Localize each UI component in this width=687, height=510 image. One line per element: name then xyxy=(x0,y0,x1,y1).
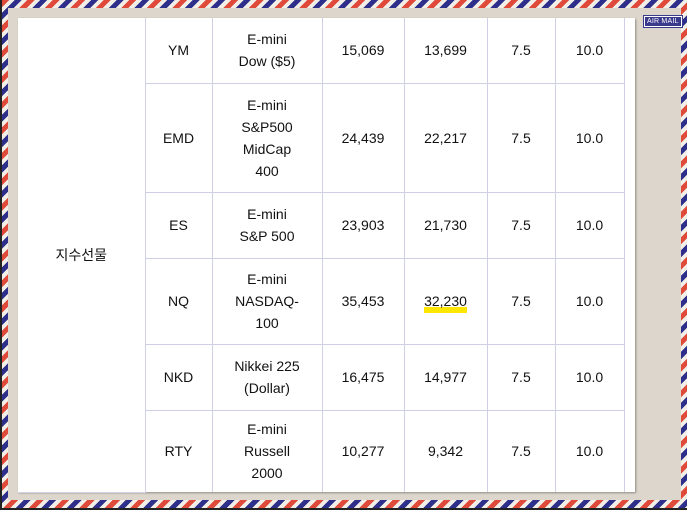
value-2-cell: 13,699 xyxy=(403,18,488,84)
table-row: ES E-mini S&P 500 23,903 21,730 7.5 10.0 xyxy=(18,191,625,259)
table-row: EMD E-mini S&P500 MidCap 400 24,439 22,217 7.5 1… xyxy=(18,82,625,193)
product-name-line: 400 xyxy=(255,162,279,179)
value-4: 10.0 xyxy=(575,42,604,59)
value-2-highlighted: 32,230 xyxy=(424,293,467,313)
value-2: 9,342 xyxy=(427,443,464,460)
value-2-cell: 14,977 xyxy=(403,343,488,411)
value-2: 21,730 xyxy=(424,217,467,233)
value-1-cell: 16,475 xyxy=(321,343,405,411)
product-code: NKD xyxy=(163,369,194,385)
value-1: 10,277 xyxy=(341,443,385,460)
value-3-cell: 7.5 xyxy=(486,409,556,492)
product-name-line: 100 xyxy=(255,315,279,331)
value-4-cell: 10.0 xyxy=(554,82,625,193)
airmail-stamp: AIR MAIL xyxy=(643,15,683,28)
value-3-cell: 7.5 xyxy=(486,257,556,345)
value-2-cell: 22,217 xyxy=(403,82,488,193)
value-1-cell: 15,069 xyxy=(321,18,405,84)
product-code-cell: ES xyxy=(144,191,213,259)
value-2: 14,977 xyxy=(424,369,467,385)
product-code: RTY xyxy=(164,443,193,460)
value-1: 35,453 xyxy=(341,293,385,309)
product-name-line: Russell xyxy=(244,443,290,460)
value-2-cell: 32,230 xyxy=(403,257,488,345)
value-4-cell: 10.0 xyxy=(554,409,625,492)
value-4: 10.0 xyxy=(575,217,604,233)
table-row: 지수선물 YM E-mini Dow ($5) 15,069 13,699 7.5 10.0 xyxy=(18,18,625,493)
product-name-line: MidCap xyxy=(242,140,292,157)
product-code-cell: NKD xyxy=(144,343,213,411)
value-4-cell: 10.0 xyxy=(554,343,625,411)
value-4: 10.0 xyxy=(575,293,604,309)
value-3-cell: 7.5 xyxy=(486,343,556,411)
value-4-cell: 10.0 xyxy=(554,18,625,84)
value-1: 15,069 xyxy=(341,42,385,59)
product-code-cell: NQ xyxy=(144,257,213,345)
value-4-cell: 10.0 xyxy=(554,257,625,345)
product-name-line: E-mini xyxy=(247,96,287,113)
product-code: EMD xyxy=(162,129,195,146)
value-2-cell: 9,342 xyxy=(403,409,488,492)
value-3: 7.5 xyxy=(511,42,531,59)
product-name-cell: E-mini S&P 500 xyxy=(211,191,323,259)
product-code-cell: EMD xyxy=(144,82,213,193)
product-name-cell: E-mini NASDAQ- 100 xyxy=(211,257,323,345)
value-4: 10.0 xyxy=(575,129,604,146)
product-code-cell: RTY xyxy=(144,409,213,492)
product-name-line: S&P 500 xyxy=(239,228,295,244)
product-name-line: Dow ($5) xyxy=(238,53,296,70)
futures-table: 지수선물 YM E-mini Dow ($5) 15,069 13,699 7.5 10.0 E… xyxy=(18,18,625,493)
product-name-cell: E-mini Dow ($5) xyxy=(211,18,323,84)
product-name-cell: E-mini Russell 2000 xyxy=(211,409,323,492)
product-name-cell: Nikkei 225 (Dollar) xyxy=(211,343,323,411)
value-2-cell: 21,730 xyxy=(403,191,488,259)
product-code-cell: YM xyxy=(144,18,213,84)
product-code: ES xyxy=(169,217,188,233)
group-label: 지수선물 xyxy=(18,18,146,493)
value-1-cell: 35,453 xyxy=(321,257,405,345)
value-3: 7.5 xyxy=(511,369,531,385)
product-name-line: E-mini xyxy=(247,206,287,222)
value-4-cell: 10.0 xyxy=(554,191,625,259)
value-3-cell: 7.5 xyxy=(486,18,556,84)
value-1: 23,903 xyxy=(341,217,385,233)
table-row: NQ E-mini NASDAQ- 100 35,453 32,230 7.5 10.0 xyxy=(18,257,625,345)
product-name-line: Nikkei 225 xyxy=(234,358,300,374)
value-1: 16,475 xyxy=(341,369,385,385)
product-name-cell: E-mini S&P500 MidCap 400 xyxy=(211,82,323,193)
value-2: 22,217 xyxy=(424,129,467,146)
value-3: 7.5 xyxy=(511,217,531,233)
table-row: RTY E-mini Russell 2000 10,277 9,342 7.5 10.0 xyxy=(18,409,625,492)
value-4: 10.0 xyxy=(575,443,604,460)
product-name-line: E-mini xyxy=(247,271,287,287)
product-name-line: NASDAQ- xyxy=(235,293,299,309)
product-name-line: (Dollar) xyxy=(244,380,290,396)
content-panel: 지수선물 YM E-mini Dow ($5) 15,069 13,699 7.5 10.0 E… xyxy=(18,18,635,493)
value-3: 7.5 xyxy=(511,129,531,146)
value-1-cell: 24,439 xyxy=(321,82,405,193)
value-3-cell: 7.5 xyxy=(486,82,556,193)
value-4: 10.0 xyxy=(575,369,604,385)
value-2: 13,699 xyxy=(424,42,467,59)
table-row: NKD Nikkei 225 (Dollar) 16,475 14,977 7.5 10.0 xyxy=(18,343,625,411)
product-code: NQ xyxy=(168,293,189,309)
value-1: 24,439 xyxy=(341,129,385,146)
value-1-cell: 23,903 xyxy=(321,191,405,259)
product-name-line: S&P500 xyxy=(241,118,293,135)
product-name-line: E-mini xyxy=(247,421,287,438)
value-1-cell: 10,277 xyxy=(321,409,405,492)
value-3: 7.5 xyxy=(511,443,531,460)
product-code: YM xyxy=(168,42,189,59)
product-name-line: 2000 xyxy=(251,465,283,482)
value-3-cell: 7.5 xyxy=(486,191,556,259)
product-name-line: E-mini xyxy=(247,31,287,48)
value-3: 7.5 xyxy=(511,293,531,309)
